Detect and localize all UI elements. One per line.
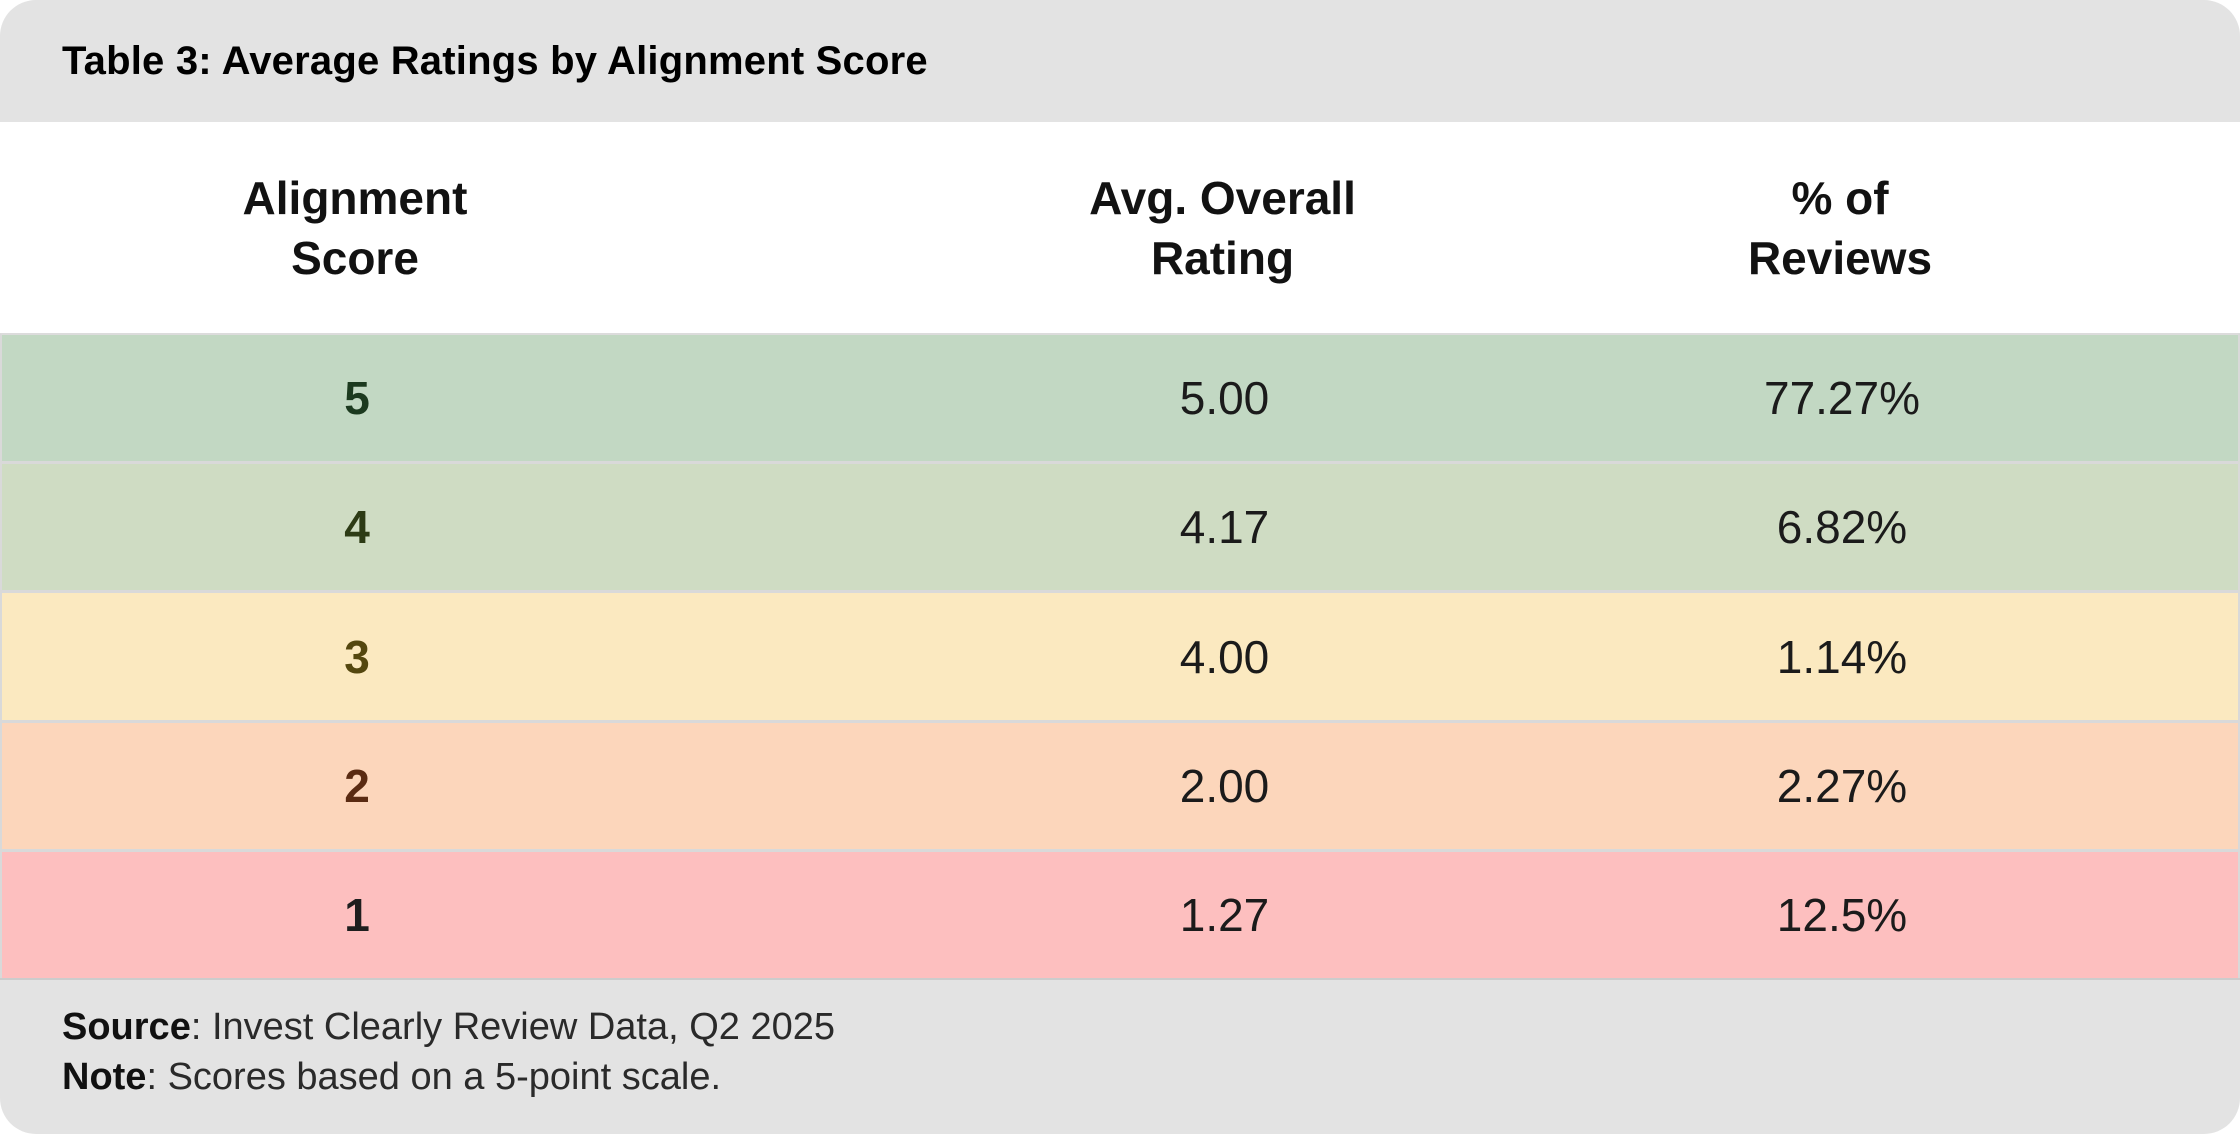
- source-label: Source: [62, 1006, 191, 1048]
- table-row-score-4: 4 4.17 6.82%: [0, 461, 2240, 591]
- score-cell: 3: [344, 630, 370, 683]
- score-cell: 1: [344, 888, 370, 941]
- source-text: : Invest Clearly Review Data, Q2 2025: [190, 1006, 836, 1048]
- column-header-alignment-score: Alignment Score: [242, 171, 468, 284]
- table-row-score-2: 2 2.00 2.27%: [0, 719, 2240, 849]
- rating-cell: 1.27: [1179, 888, 1270, 941]
- pct-cell: 6.82%: [1776, 501, 1908, 554]
- score-cell: 4: [344, 501, 370, 554]
- note-text: : Scores based on a 5-point scale.: [146, 1056, 722, 1098]
- table-footer: Source: Invest Clearly Review Data, Q2 2…: [0, 978, 2240, 1134]
- score-cell: 2: [344, 759, 370, 812]
- note-label: Note: [62, 1056, 147, 1098]
- rating-cell: 5.00: [1179, 372, 1270, 425]
- column-header-row: Alignment Score Avg. Overall Rating % of…: [0, 122, 2240, 333]
- table-body: 5 5.00 77.27% 4 4.17 6.82% 3 4.00 1.14% …: [0, 333, 2240, 979]
- pct-cell: 12.5%: [1776, 888, 1908, 941]
- pct-cell: 2.27%: [1776, 759, 1908, 812]
- rating-cell: 2.00: [1179, 759, 1270, 812]
- score-cell: 5: [344, 372, 370, 425]
- table-row-score-5: 5 5.00 77.27%: [0, 333, 2240, 462]
- column-header-pct-of-reviews: % of Reviews: [1747, 171, 1933, 284]
- table-title-bar: Table 3: Average Ratings by Alignment Sc…: [0, 0, 2240, 122]
- note-line: Note: Scores based on a 5-point scale.: [62, 1052, 2240, 1102]
- table-row-score-1: 1 1.27 12.5%: [0, 848, 2240, 979]
- pct-cell: 77.27%: [1763, 372, 1920, 425]
- column-header-avg-overall-rating: Avg. Overall Rating: [1089, 171, 1356, 284]
- rating-cell: 4.17: [1179, 501, 1270, 554]
- table-title: Table 3: Average Ratings by Alignment Sc…: [62, 38, 928, 83]
- source-line: Source: Invest Clearly Review Data, Q2 2…: [62, 1002, 2240, 1052]
- table-row-score-3: 3 4.00 1.14%: [0, 590, 2240, 720]
- pct-cell: 1.14%: [1776, 630, 1908, 683]
- rating-cell: 4.00: [1179, 630, 1270, 683]
